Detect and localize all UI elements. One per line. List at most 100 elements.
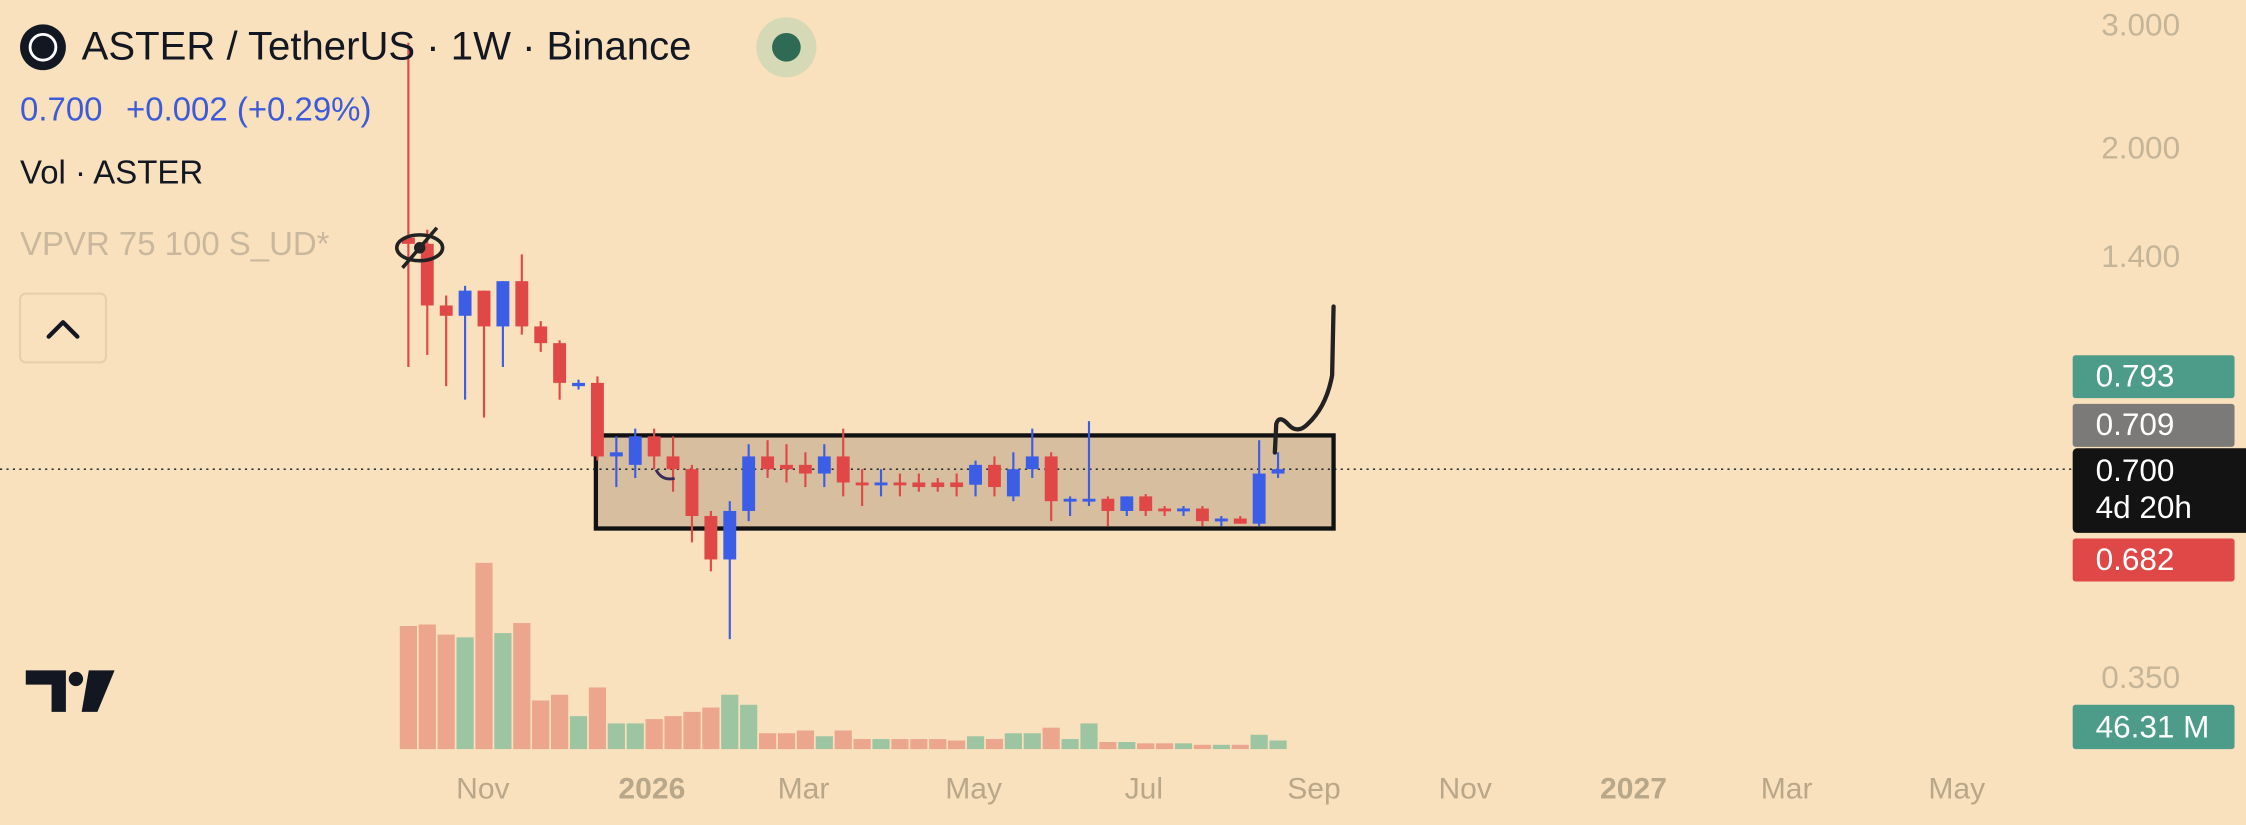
candle-body [458,290,472,316]
volume-bar [513,623,531,750]
hidden-study-icon[interactable] [394,226,445,270]
y-tick-label: 3.000 [2101,7,2180,43]
candle-body [1252,473,1266,524]
badge-bg [2072,704,2235,750]
x-tick-label: Nov [456,773,509,806]
candle-body [515,281,529,327]
symbol-title[interactable]: ASTER / TetherUS · 1W · Binance [82,24,692,68]
hand-drawn-mark [654,469,675,481]
volume-bar [1250,734,1268,750]
volume-bar [1061,739,1079,750]
volume-bar [796,730,814,750]
volume-bar [1212,744,1230,750]
candle-body [590,382,604,457]
candle-body [931,482,945,488]
candle-body [439,305,453,316]
candle-body [420,243,434,306]
price-badge: 0.682 [2096,541,2175,577]
volume-bar [1193,744,1212,750]
candle-body [950,482,964,488]
candle-body [666,456,680,470]
volume-bar [399,626,417,750]
volume-bar [966,736,985,750]
candle-body [534,326,548,344]
candle-body [496,281,510,327]
tv-logo [25,670,115,712]
x-tick-label: May [945,773,1002,806]
volume-bar [1118,742,1136,750]
x-tick-label: Jul [1125,773,1163,806]
candle-body [1082,498,1096,502]
volume-bar [1231,744,1249,750]
candle-body [1044,456,1058,502]
candle-body [685,469,699,516]
x-tick-label: Mar [1761,773,1813,806]
candle-body [1025,456,1039,470]
volume-bar [1042,727,1060,750]
symbol-logo [20,24,66,71]
candle-body [704,515,718,560]
hand-drawn-arrow [1272,304,1336,455]
volume-bar [664,716,682,750]
candle-body [988,464,1001,488]
volume-bar [607,723,625,750]
price-badge: 0.700 [2096,452,2175,488]
volume-bar [475,562,493,750]
status-dot [772,32,801,62]
plot [399,42,1287,750]
volume-bar [1156,743,1174,750]
badge-bg [2072,355,2235,399]
volume-bar [1023,733,1041,750]
candle-body [609,452,623,457]
volume-bar [456,637,474,750]
symbol-logo-ring [28,32,58,62]
volume-bar [910,739,928,750]
volume-bar [569,716,588,750]
candle-body [1177,508,1190,512]
volume-bar [1269,740,1287,750]
price-badge: 0.793 [2096,357,2175,393]
candle-body [742,456,756,511]
x-tick-label: Sep [1287,773,1341,806]
x-tick-label: Nov [1438,773,1491,806]
candle-body [1158,508,1172,512]
volume-bar [777,733,796,750]
volume-bar [1174,743,1193,750]
candle-body [780,464,793,470]
volume-bar [418,624,436,750]
candle-body [798,464,812,474]
candle-body [1233,518,1247,524]
volume-bar [551,694,569,750]
candle-body [874,482,888,486]
volume-bar [872,739,890,750]
candle-body [477,290,491,327]
last-price: 0.700 [20,90,102,127]
y-tick-label: 0.350 [2101,659,2180,695]
volume-bar [588,687,607,750]
x-tick-label: May [1928,773,1985,806]
volume-bar [929,739,947,750]
collapse-button[interactable] [18,292,108,364]
candle-body [912,482,926,488]
volume-bar [985,739,1004,750]
volume-bar [834,730,852,750]
candle-body [1214,518,1228,522]
y-tick-label: 1.400 [2101,238,2180,274]
candle-body [1195,508,1209,522]
vpvr-study[interactable]: VPVR 75 100 S_UD* [20,225,330,262]
candle-body [836,456,850,483]
volume-bar [948,740,966,750]
x-tick-label: Mar [778,773,830,806]
badge-bg [2072,403,2235,447]
x-tick-label: 2026 [618,773,685,806]
volume-bar [645,719,663,750]
volume-bar [1004,733,1022,750]
volume-bar [626,723,644,750]
volume-bar [1099,742,1117,750]
candle-body [647,436,661,457]
candle-body [553,343,567,383]
volume-study[interactable]: Vol · ASTER [20,153,203,190]
candle-body [761,456,775,470]
